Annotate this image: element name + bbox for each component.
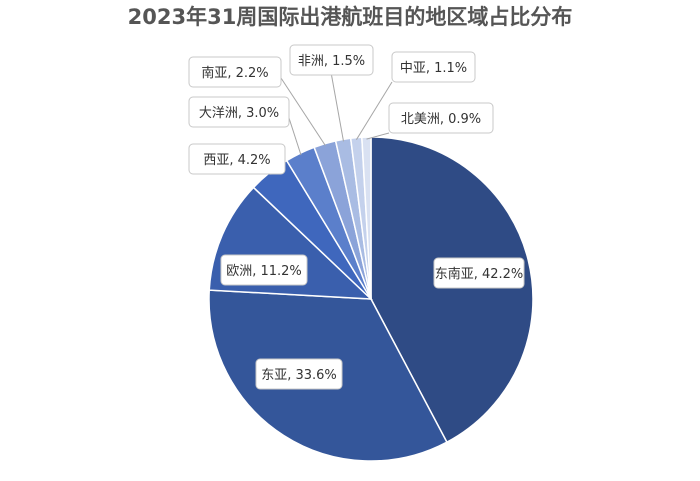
data-label-1: 东亚, 33.6% bbox=[261, 368, 337, 383]
data-label-5: 南亚, 2.2% bbox=[201, 65, 268, 81]
data-label-box-5 bbox=[188, 56, 282, 88]
data-label-box-6 bbox=[289, 44, 374, 76]
data-label-7: 中亚, 1.1% bbox=[400, 61, 467, 76]
data-label-box-4 bbox=[188, 96, 290, 128]
leader-line-4 bbox=[288, 117, 302, 156]
data-label-0: 东南亚, 42.2% bbox=[435, 266, 524, 282]
chart-title: 2023年31周国际出港航班目的地区域占比分布 bbox=[128, 5, 573, 29]
data-labels: 东南亚, 42.2% 东亚, 33.6% 欧洲, 11.2% 西亚, 4.2% 大洋洲,… bbox=[188, 44, 525, 390]
data-label-3: 西亚, 4.2% bbox=[203, 153, 270, 168]
data-label-box-3 bbox=[188, 143, 286, 175]
data-label-box-0 bbox=[433, 257, 525, 289]
leader-line-7 bbox=[355, 81, 393, 140]
data-label-box-7 bbox=[391, 51, 476, 83]
pie-slice-8 bbox=[361, 136, 372, 300]
data-label-2: 欧洲, 11.2% bbox=[226, 264, 302, 279]
data-label-box-2 bbox=[220, 254, 308, 286]
leader-line-5 bbox=[280, 77, 326, 146]
pie-slice-0 bbox=[370, 136, 534, 444]
leader-line-6 bbox=[331, 74, 344, 142]
data-label-4: 大洋洲, 3.0% bbox=[199, 106, 279, 121]
data-label-box-1 bbox=[255, 358, 343, 390]
data-label-box-8 bbox=[388, 102, 494, 134]
data-label-8: 北美洲, 0.9% bbox=[401, 112, 481, 127]
data-label-6: 非洲, 1.5% bbox=[298, 54, 365, 69]
leader-line-8 bbox=[366, 132, 390, 140]
pie-slices bbox=[208, 136, 534, 462]
